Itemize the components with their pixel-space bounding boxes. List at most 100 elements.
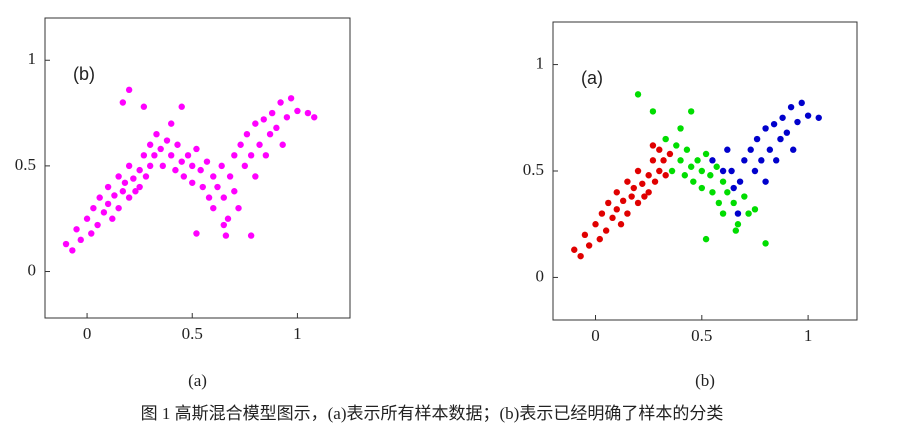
point	[96, 194, 103, 201]
point	[613, 206, 620, 213]
y-tick-label: 1	[536, 53, 545, 72]
plot-frame	[44, 17, 351, 319]
point	[241, 162, 249, 170]
point	[146, 141, 154, 148]
x-tick-label: 0	[591, 326, 600, 345]
point	[751, 206, 759, 213]
point	[111, 192, 118, 199]
point	[730, 199, 737, 207]
point	[619, 197, 627, 204]
point	[617, 221, 625, 228]
point	[268, 109, 276, 117]
annotation: (b)	[73, 64, 95, 84]
x-tick-label: 1	[293, 324, 302, 343]
point	[762, 240, 769, 247]
point	[719, 178, 727, 185]
subfigure-caption: (b)	[695, 371, 715, 390]
point	[197, 166, 204, 174]
point	[681, 172, 689, 179]
point	[83, 215, 91, 222]
point	[770, 120, 778, 128]
point	[645, 189, 652, 196]
point	[266, 130, 274, 138]
point	[628, 193, 635, 200]
point	[104, 183, 112, 191]
point	[687, 163, 695, 170]
point	[745, 210, 752, 217]
point	[630, 184, 637, 192]
point	[753, 135, 761, 143]
point	[690, 178, 697, 185]
point	[193, 145, 200, 153]
point	[736, 178, 744, 185]
point	[694, 157, 701, 164]
point	[656, 146, 663, 153]
point	[115, 204, 122, 212]
point	[189, 162, 196, 170]
point	[203, 158, 211, 165]
y-tick-label: 0	[536, 266, 545, 285]
point	[702, 235, 710, 243]
point	[683, 146, 691, 153]
point	[189, 179, 196, 186]
point	[783, 129, 791, 136]
point	[311, 114, 318, 121]
point	[159, 162, 166, 170]
point	[260, 116, 267, 123]
point	[777, 135, 784, 143]
point	[641, 193, 648, 200]
point	[220, 194, 227, 201]
point	[273, 124, 280, 132]
point	[734, 221, 742, 228]
point	[142, 173, 150, 180]
point	[90, 204, 97, 212]
point	[100, 209, 108, 216]
x-tick-label: 0	[83, 324, 92, 343]
point	[596, 235, 603, 243]
point	[256, 141, 263, 148]
point	[581, 231, 589, 239]
point	[724, 146, 731, 153]
point	[649, 157, 657, 164]
point	[283, 114, 291, 121]
point	[668, 167, 676, 175]
point	[639, 180, 646, 187]
point	[279, 141, 286, 148]
point	[168, 120, 175, 127]
point	[69, 247, 76, 254]
point	[724, 189, 731, 196]
x-tick-label: 0.5	[691, 326, 712, 345]
point	[252, 120, 259, 127]
point	[172, 166, 179, 174]
point	[602, 227, 610, 234]
point	[707, 172, 714, 179]
point	[262, 152, 270, 159]
point	[762, 125, 769, 132]
point	[762, 178, 769, 185]
point	[741, 157, 748, 164]
point	[609, 214, 616, 222]
point	[178, 158, 185, 165]
point	[218, 162, 225, 170]
point	[577, 252, 584, 260]
point	[62, 240, 70, 248]
point	[151, 152, 158, 159]
point	[205, 194, 213, 201]
y-tick-label: 0	[28, 260, 37, 279]
point	[634, 91, 642, 98]
point	[766, 146, 774, 153]
point	[758, 157, 765, 164]
point	[677, 125, 684, 132]
point	[715, 199, 723, 207]
point	[613, 189, 620, 196]
point	[651, 178, 659, 185]
point	[125, 162, 133, 170]
point	[140, 103, 148, 110]
point	[698, 184, 706, 192]
point	[649, 108, 657, 115]
point	[174, 141, 181, 148]
point	[226, 173, 234, 180]
annotation: (a)	[581, 68, 603, 88]
point	[77, 236, 84, 244]
point	[790, 146, 797, 153]
